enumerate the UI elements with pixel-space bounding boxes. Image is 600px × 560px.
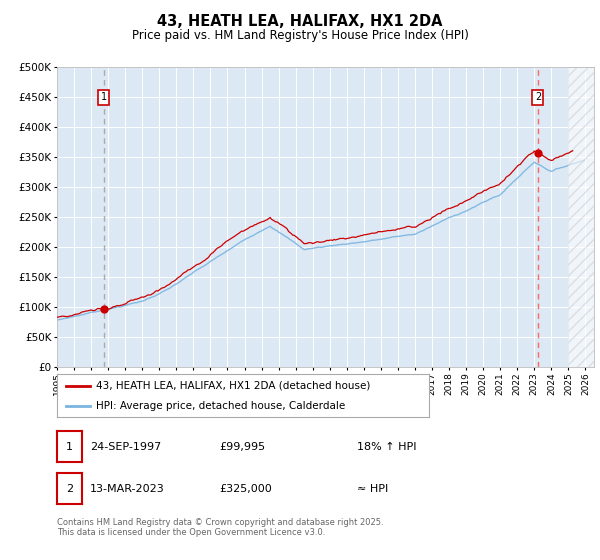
Text: 43, HEATH LEA, HALIFAX, HX1 2DA (detached house): 43, HEATH LEA, HALIFAX, HX1 2DA (detache… (96, 381, 370, 391)
Text: 1: 1 (66, 441, 73, 451)
Text: HPI: Average price, detached house, Calderdale: HPI: Average price, detached house, Cald… (96, 402, 346, 411)
Text: 1: 1 (100, 92, 107, 102)
Text: Contains HM Land Registry data © Crown copyright and database right 2025.
This d: Contains HM Land Registry data © Crown c… (57, 518, 383, 538)
Text: £325,000: £325,000 (219, 484, 272, 494)
Text: Price paid vs. HM Land Registry's House Price Index (HPI): Price paid vs. HM Land Registry's House … (131, 29, 469, 42)
Text: 2: 2 (535, 92, 541, 102)
Bar (568, 67, 600, 367)
Text: ≈ HPI: ≈ HPI (357, 484, 388, 494)
Text: 18% ↑ HPI: 18% ↑ HPI (357, 442, 416, 452)
Text: 24-SEP-1997: 24-SEP-1997 (90, 442, 161, 452)
Text: £99,995: £99,995 (219, 442, 265, 452)
Text: 43, HEATH LEA, HALIFAX, HX1 2DA: 43, HEATH LEA, HALIFAX, HX1 2DA (157, 14, 443, 29)
Text: 13-MAR-2023: 13-MAR-2023 (90, 484, 165, 494)
Text: 2: 2 (66, 483, 73, 493)
